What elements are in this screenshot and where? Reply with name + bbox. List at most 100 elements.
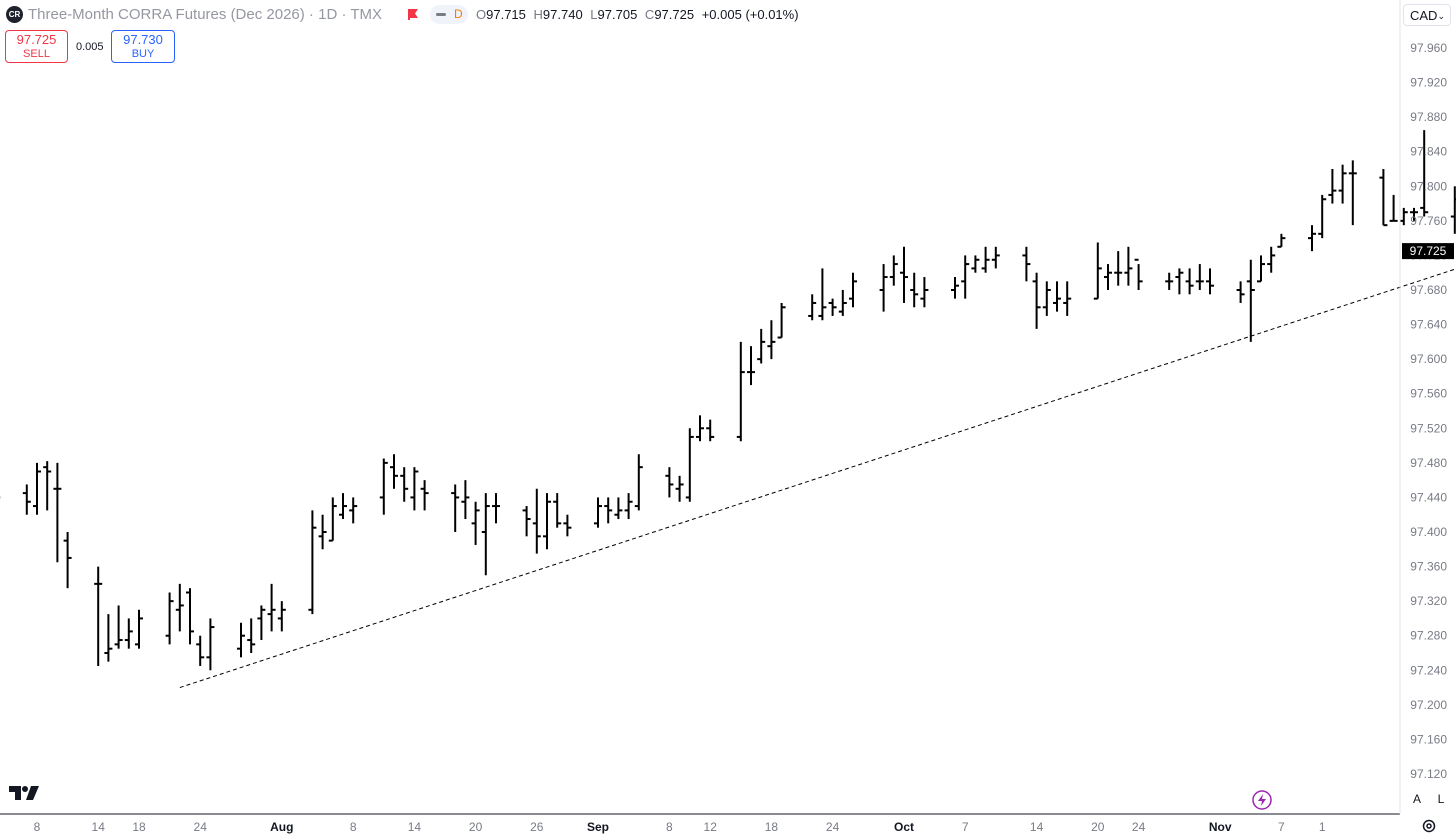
ohlc-bar xyxy=(889,255,898,286)
x-tick-label: 14 xyxy=(1030,820,1044,834)
symbol-title[interactable]: Three-Month CORRA Futures (Dec 2026) · 1… xyxy=(28,6,382,23)
ohlc-bar xyxy=(900,246,908,303)
x-tick-label: 20 xyxy=(1091,820,1105,834)
ohlc-bar xyxy=(165,592,174,645)
ohlc-bar xyxy=(175,583,184,632)
ohlc-bar xyxy=(1093,242,1102,300)
market-status-pill[interactable]: D xyxy=(430,5,468,24)
y-tick-label: 97.480 xyxy=(1410,456,1447,470)
ohlc-bar xyxy=(43,461,52,511)
x-tick-label: 18 xyxy=(132,820,146,834)
ohlc-bar xyxy=(808,294,817,321)
ohlc-bar xyxy=(339,493,347,520)
chevron-down-icon: ⌄ xyxy=(1437,11,1445,21)
ohlc-bar xyxy=(910,272,919,308)
ohlc-bar xyxy=(1246,259,1255,342)
y-tick-label: 97.240 xyxy=(1410,663,1447,677)
ohlc-bar xyxy=(63,532,72,589)
x-tick-label: 8 xyxy=(666,820,673,834)
trend-line[interactable] xyxy=(179,242,1456,689)
price-axis[interactable]: 97.960 97.920 97.880 97.840 97.800 97.760 97.7… xyxy=(1410,41,1447,781)
x-tick-label: 8 xyxy=(34,820,41,834)
y-tick-label: 97.160 xyxy=(1410,732,1447,746)
symbol-logo[interactable]: CR xyxy=(6,6,23,23)
ohlc-bar xyxy=(1236,281,1245,303)
ohlc-bar xyxy=(1165,272,1174,290)
ohlc-bar xyxy=(757,328,766,364)
ohlc-bar xyxy=(1338,164,1347,204)
ohlc-bar xyxy=(604,497,613,524)
ohlc-bar xyxy=(1420,130,1429,217)
currency-select[interactable]: CAD ⌄ xyxy=(1403,4,1451,26)
ohlc-bar xyxy=(522,506,531,537)
y-tick-label: 97.680 xyxy=(1410,283,1447,297)
low-value: 97.705 xyxy=(597,7,638,22)
ohlc-bar xyxy=(777,302,786,339)
delayed-badge: D xyxy=(454,7,463,21)
x-tick-label: 24 xyxy=(1132,820,1146,834)
y-tick-label: 97.960 xyxy=(1410,41,1447,55)
log-scale-button[interactable]: L xyxy=(1437,792,1445,806)
ohlc-bar xyxy=(624,493,633,520)
ohlc-bar xyxy=(1114,251,1123,286)
ohlc-bar xyxy=(1257,255,1265,283)
gear-icon[interactable] xyxy=(1421,818,1437,834)
ohlc-bar xyxy=(328,497,337,542)
x-tick-label: 14 xyxy=(408,820,422,834)
ohlc-bar xyxy=(879,264,888,312)
ohlc-bar xyxy=(706,419,715,442)
y-tick-label: 97.760 xyxy=(1410,214,1447,228)
x-tick-label: Oct xyxy=(894,820,914,834)
ohlc-bar xyxy=(308,510,317,615)
ohlc-bar xyxy=(1195,264,1204,290)
ohlc-bar xyxy=(747,346,755,386)
ohlc-bar xyxy=(563,514,572,537)
ohlc-bar xyxy=(114,605,123,649)
ohlc-bar xyxy=(420,480,429,511)
last-price-label: 97.725 xyxy=(1410,244,1447,258)
ohlc-bar xyxy=(634,454,643,511)
ohlc-bar xyxy=(1022,246,1031,282)
buy-button[interactable]: 97.730 BUY xyxy=(111,30,175,63)
sell-price: 97.725 xyxy=(16,32,57,47)
ohlc-bar xyxy=(838,290,847,316)
ohlc-bar xyxy=(318,514,327,550)
ohlc-bar xyxy=(1267,246,1276,273)
x-tick-label: 12 xyxy=(704,820,718,834)
x-tick-label: 24 xyxy=(194,820,208,834)
y-tick-label: 97.560 xyxy=(1410,387,1447,401)
ohlc-bar xyxy=(685,428,694,502)
last-price-tag-bg xyxy=(1402,243,1454,260)
low-label: L xyxy=(590,7,598,22)
ohlc-bar xyxy=(594,497,602,528)
tradingview-logo-icon[interactable] xyxy=(9,784,39,802)
y-tick-label: 97.120 xyxy=(1410,767,1447,781)
y-tick-label: 97.200 xyxy=(1410,698,1447,712)
ohlc-bar xyxy=(1206,268,1214,295)
ohlc-bar xyxy=(451,484,460,532)
flag-icon[interactable] xyxy=(407,8,419,20)
ohlc-bar xyxy=(1175,268,1184,295)
y-tick-label: 97.880 xyxy=(1410,110,1447,124)
lightning-icon[interactable] xyxy=(1252,790,1272,810)
y-tick-label: 97.440 xyxy=(1410,490,1447,504)
ohlc-bar xyxy=(1063,281,1072,316)
time-axis[interactable]: 8 14 18 24 Aug 8 14 20 26 Sep 8 12 18 24 Oct 7 14 20 24 Nov… xyxy=(34,820,1326,834)
x-tick-label: 18 xyxy=(765,820,779,834)
sell-button[interactable]: 97.725 SELL xyxy=(5,30,68,63)
y-tick-label: 97.840 xyxy=(1410,145,1447,159)
closed-market-icon xyxy=(436,13,446,16)
ohlc-bar xyxy=(1185,268,1194,295)
buy-label: BUY xyxy=(131,48,155,60)
ohlc-bar xyxy=(379,458,388,515)
y-tick-label: 97.400 xyxy=(1410,525,1447,539)
auto-scale-button[interactable]: A xyxy=(1412,792,1421,806)
ohlc-legend: O97.715 H97.740 L97.705 C97.725 +0.005 (… xyxy=(476,7,799,22)
close-label: C xyxy=(644,7,655,22)
buy-price: 97.730 xyxy=(123,32,163,47)
ohlc-bar xyxy=(1032,272,1041,329)
x-tick-label: 14 xyxy=(92,820,106,834)
ohlc-bar xyxy=(1124,246,1133,286)
ohlc-bar xyxy=(1450,186,1456,234)
